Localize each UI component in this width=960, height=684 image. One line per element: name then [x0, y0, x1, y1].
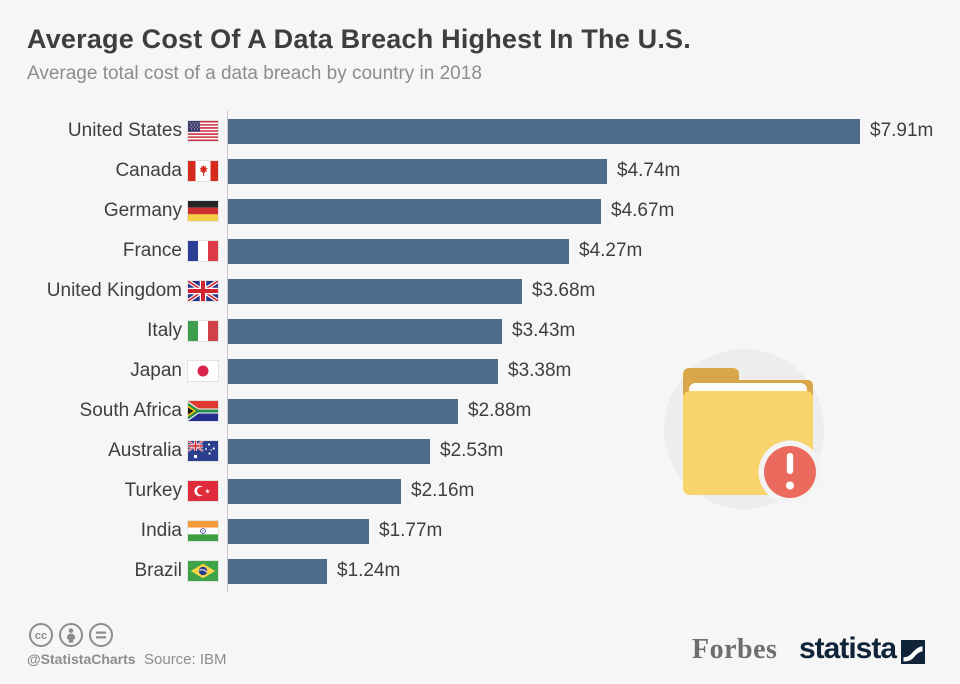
flag-in-icon [188, 521, 218, 541]
bar-za [228, 399, 458, 424]
statista-logo: statista [799, 632, 926, 666]
cc-icon: cc [29, 623, 53, 647]
chart-row: Canada $4.74m [0, 151, 960, 191]
page-title: Average Cost Of A Data Breach Highest In… [27, 24, 691, 54]
flag-br-icon [188, 561, 218, 581]
value-label: $4.67m [611, 200, 675, 221]
flag-us-icon [188, 121, 218, 141]
bar-ca [228, 159, 607, 184]
value-label: $4.27m [579, 240, 643, 261]
country-label: India [140, 520, 182, 541]
statista-charts-handle: @StatistaCharts [27, 651, 136, 667]
chart-row: United Kingdom $3.68m [0, 271, 960, 311]
bar-fr [228, 239, 569, 264]
flag-jp-icon [188, 361, 218, 381]
flag-de-icon [188, 201, 218, 221]
chart-row: Italy $3.43m [0, 311, 960, 351]
flag-fr-icon [188, 241, 218, 261]
chart-row: Turkey $2.16m [0, 471, 960, 511]
country-label: United Kingdom [46, 280, 182, 301]
bar-de [228, 199, 601, 224]
flag-au-icon [188, 441, 218, 461]
svg-text:cc: cc [35, 630, 47, 642]
license-icons: cc [28, 622, 114, 648]
statista-swoosh-icon [901, 640, 926, 664]
value-label: $2.16m [411, 480, 475, 501]
country-label: Japan [130, 360, 182, 381]
value-label: $7.91m [870, 120, 934, 141]
value-label: $3.38m [508, 360, 572, 381]
bar-gb [228, 279, 522, 304]
country-label: Turkey [124, 480, 182, 501]
country-label: Canada [115, 160, 182, 181]
bar-br [228, 559, 327, 584]
source-text: Source: IBM [144, 651, 227, 668]
country-label: United States [67, 120, 182, 141]
page-subtitle: Average total cost of a data breach by c… [27, 63, 482, 84]
chart-row: Brazil $1.24m [0, 551, 960, 591]
country-label: Australia [108, 440, 182, 461]
forbes-logo: Forbes [692, 634, 778, 665]
chart-row: Japan $3.38m [0, 351, 960, 391]
country-label: Italy [147, 320, 182, 341]
bar-au [228, 439, 430, 464]
flag-za-icon [188, 401, 218, 421]
no-derivatives-equals-icon [89, 623, 113, 647]
chart-row: Australia $2.53m [0, 431, 960, 471]
chart-row: France $4.27m [0, 231, 960, 271]
value-label: $1.77m [379, 520, 443, 541]
chart-row: India $1.77m [0, 511, 960, 551]
country-label: Germany [103, 200, 182, 221]
country-label: France [122, 240, 182, 261]
bar-us [228, 119, 860, 144]
value-label: $3.43m [512, 320, 576, 341]
statista-wordmark: statista [799, 632, 897, 665]
bar-chart: United States $7.91m Canada $4.74m Germany $4… [0, 111, 960, 591]
chart-row: United States $7.91m [0, 111, 960, 151]
flag-ca-icon [188, 161, 218, 181]
chart-row: Germany $4.67m [0, 191, 960, 231]
attribution-person-icon [59, 623, 83, 647]
bar-tr [228, 479, 401, 504]
value-label: $4.74m [617, 160, 681, 181]
folder-alert-icon [664, 349, 824, 509]
country-label: Brazil [134, 560, 182, 581]
value-label: $1.24m [337, 560, 401, 581]
value-label: $2.53m [440, 440, 504, 461]
flag-tr-icon [188, 481, 218, 501]
value-label: $2.88m [468, 400, 532, 421]
country-label: South Africa [79, 400, 182, 421]
bar-in [228, 519, 369, 544]
chart-row: South Africa $2.88m [0, 391, 960, 431]
bar-jp [228, 359, 498, 384]
chart-axis-line [227, 111, 228, 592]
bar-it [228, 319, 502, 344]
flag-gb-icon [188, 281, 218, 301]
flag-it-icon [188, 321, 218, 341]
value-label: $3.68m [532, 280, 596, 301]
folder-alert-illustration [664, 349, 824, 509]
